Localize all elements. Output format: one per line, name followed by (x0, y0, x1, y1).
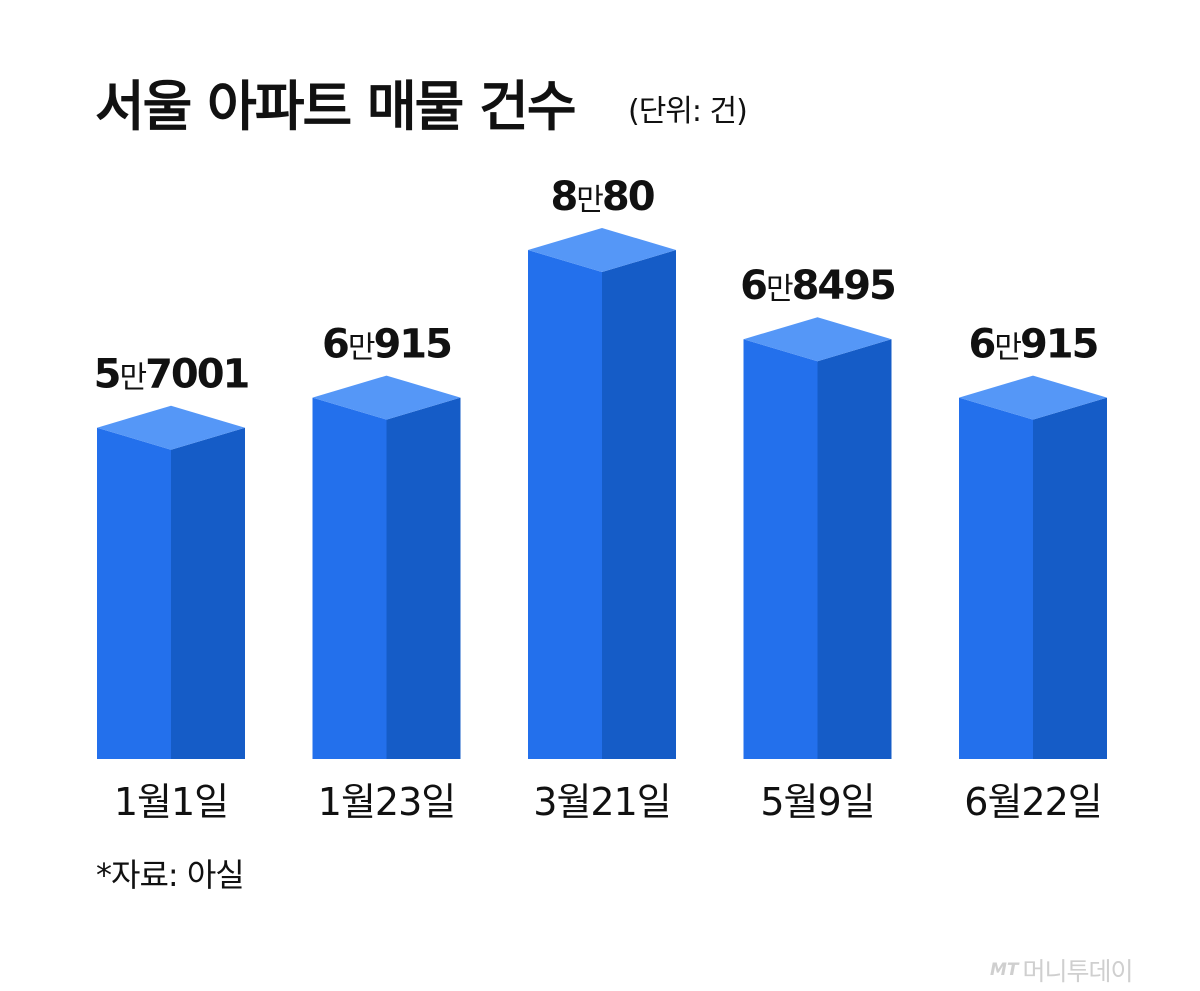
category-label: 3월21일 (533, 780, 670, 824)
brand-logo: MT 머니투데이 (990, 952, 1134, 988)
data-label-unit: 만 (348, 331, 375, 366)
brand-name: 머니투데이 (1022, 957, 1134, 986)
data-label-prefix: 6 (322, 322, 348, 368)
bar-side-face (386, 397, 461, 759)
bar-front-face (959, 397, 1033, 759)
category-label: 6월22일 (964, 780, 1101, 824)
bar-top-face (97, 405, 245, 450)
bar-side-face (171, 427, 245, 759)
data-label-prefix: 6 (969, 322, 995, 368)
data-label-unit: 만 (766, 272, 793, 307)
bar-2 (312, 375, 461, 759)
bar-top-face (959, 375, 1107, 420)
source-note: *자료: 아실 (96, 856, 245, 894)
data-label-unit: 만 (994, 331, 1021, 366)
data-label: 6만915 (322, 322, 451, 368)
data-label: 6만915 (969, 322, 1098, 368)
bar-5 (959, 375, 1107, 759)
brand-mark: MT (990, 960, 1019, 980)
bar-top-face (528, 228, 676, 272)
bar-front-face (743, 339, 818, 759)
data-label-suffix: 915 (1020, 322, 1098, 368)
bar-4 (743, 317, 892, 759)
bar-front-face (312, 397, 387, 759)
data-label-suffix: 7001 (145, 352, 248, 398)
bar-side-face (817, 339, 892, 759)
bar-side-face (1033, 397, 1107, 759)
chart-title: 서울 아파트 매물 건수 (95, 75, 577, 138)
bar-side-face (602, 250, 676, 759)
data-label-prefix: 5 (94, 352, 120, 398)
bar-3 (528, 228, 676, 759)
data-label: 6만8495 (740, 263, 895, 309)
data-label-suffix: 8495 (792, 263, 895, 309)
data-label-unit: 만 (119, 361, 146, 396)
bar-1 (97, 405, 245, 759)
data-label-unit: 만 (576, 183, 603, 218)
bar-top-face (743, 317, 892, 362)
category-label: 5월9일 (760, 780, 874, 824)
bar-front-face (97, 427, 171, 759)
data-label-suffix: 80 (602, 174, 654, 220)
data-label-prefix: 8 (550, 174, 576, 220)
category-label: 1월23일 (318, 780, 455, 824)
category-label: 1월1일 (114, 780, 228, 824)
data-label-prefix: 6 (740, 263, 766, 309)
bar-top-face (312, 375, 461, 420)
data-label-suffix: 915 (373, 322, 451, 368)
data-label: 8만80 (550, 174, 653, 220)
unit-label: (단위: 건) (628, 94, 748, 129)
bar-front-face (528, 250, 602, 759)
data-label: 5만7001 (94, 352, 249, 398)
